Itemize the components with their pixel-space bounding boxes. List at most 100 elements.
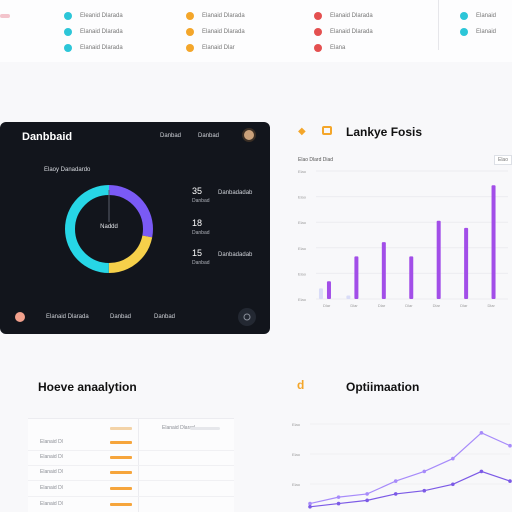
y-tick-label: Elao [292, 452, 301, 457]
bar[interactable] [436, 220, 441, 299]
top-item-label: Elanaid Dlarada [330, 29, 373, 35]
bar[interactable] [464, 227, 469, 299]
stat-caption: Danbad [192, 198, 210, 204]
data-point[interactable] [451, 482, 455, 487]
status-dot [314, 28, 322, 36]
table-header-label: Elanaid Dlarad [162, 425, 195, 431]
y-tick-label: Elao [298, 195, 307, 200]
bar-card-title: Lankye Fosis [346, 125, 423, 139]
top-col-3: Elanaid Dlarada Elanaid Dlarada Elana [314, 8, 373, 56]
top-item[interactable]: Elanaid Dlar [186, 40, 245, 56]
bar[interactable] [409, 256, 414, 299]
status-dot [186, 44, 194, 52]
status-dot [186, 28, 194, 36]
line-chart: Elao Elao Elao [292, 422, 512, 509]
data-point[interactable] [336, 495, 341, 499]
bar[interactable] [491, 185, 496, 299]
stat-value: 18 [192, 218, 203, 228]
top-col-1: Eleanid Dlarada Elanaid Dlarada Elanaid … [64, 8, 123, 56]
x-tick-label: Dlar [323, 303, 331, 308]
x-tick-label: Dlar [350, 303, 358, 308]
column-divider [438, 0, 439, 50]
data-point[interactable] [393, 492, 398, 496]
x-tick-label: Dlar [433, 303, 441, 308]
stat-item: 18 Danbad [192, 218, 210, 236]
bar[interactable] [346, 295, 351, 299]
y-tick-label: Elao [298, 220, 307, 225]
top-item[interactable]: Elanaid [460, 8, 496, 24]
row-bar [110, 487, 132, 490]
bar[interactable] [326, 281, 331, 299]
row-label: Elanaid Dl [40, 501, 63, 507]
y-tick-label: Elao [298, 271, 307, 276]
filter-button[interactable]: Elao [494, 155, 512, 165]
bar[interactable] [354, 256, 359, 299]
top-item-label: Elanaid Dlarada [330, 13, 373, 19]
dashboard-card: Danbbaid Danbad Danbad Elaoy Danadardo N… [0, 122, 270, 334]
header-bar [110, 427, 132, 430]
data-point[interactable] [308, 504, 312, 509]
data-point[interactable] [308, 501, 312, 506]
footer-link[interactable]: Danbad [154, 314, 176, 320]
data-point[interactable] [393, 479, 398, 483]
data-point[interactable] [422, 469, 427, 474]
x-tick-label: Dlar [488, 303, 496, 308]
row-bar [110, 441, 132, 444]
data-point[interactable] [451, 456, 455, 461]
donut-chart [65, 185, 153, 273]
row-label: Elanaid Dl [40, 485, 63, 491]
bar-card-subtitle: Elao Dlard Diad [298, 157, 334, 163]
top-item-label: Elanaid Dlarada [80, 45, 123, 51]
status-dot [64, 44, 72, 52]
top-col-4: Elanaid Elanaid [460, 8, 496, 40]
dashboard-subtitle: Elaoy Danadardo [44, 167, 91, 173]
series-line [309, 432, 511, 505]
bar[interactable] [318, 288, 323, 299]
stat-caption: Danbad [192, 230, 210, 236]
status-dot [314, 44, 322, 52]
status-dot [64, 28, 72, 36]
top-item[interactable]: Elanaid Dlarada [314, 24, 373, 40]
top-item[interactable]: Eleanid Dlarada [64, 8, 123, 24]
nav-link[interactable]: Danbad [160, 133, 182, 139]
pink-indicator [0, 14, 10, 18]
row-bar [110, 503, 132, 506]
row-divider [28, 465, 234, 466]
series-line [309, 470, 511, 508]
donut-center-label: Naddd [100, 224, 118, 230]
data-point[interactable] [422, 488, 427, 493]
top-item[interactable]: Elanaid Dlarada [64, 24, 123, 40]
stat-side-label: Danbadadab [218, 252, 253, 258]
data-point[interactable] [365, 492, 369, 496]
data-point[interactable] [508, 479, 512, 483]
analytics-title: Hoeve anaalytion [38, 380, 137, 394]
footer-badge-icon [15, 312, 25, 322]
top-item[interactable]: Elanaid [460, 24, 496, 40]
stat-caption: Danbad [192, 260, 210, 266]
donut-segment[interactable] [65, 185, 153, 273]
footer-link[interactable]: Elanaid Dlarada [46, 314, 89, 320]
data-point[interactable] [365, 498, 369, 503]
nav-link[interactable]: Danbad [198, 133, 220, 139]
avatar[interactable] [242, 128, 256, 142]
y-tick-label: Elao [292, 422, 301, 427]
data-point[interactable] [479, 431, 484, 435]
footer-link[interactable]: Danbad [110, 314, 132, 320]
optimization-icon: d [297, 378, 305, 392]
data-point[interactable] [479, 469, 484, 474]
bar-chart: Elao Elao Elao Elao Elao Elao Dlar Dlar Dlar Dlar… [298, 169, 508, 308]
top-item[interactable]: Elanaid Dlarada [64, 40, 123, 56]
settings-icon[interactable] [238, 308, 256, 326]
top-item[interactable]: Elanaid Dlarada [186, 8, 245, 24]
top-item-label: Elanaid Dlarada [202, 29, 245, 35]
y-tick-label: Elao [292, 482, 301, 487]
y-tick-label: Elao [298, 246, 307, 251]
data-point[interactable] [508, 443, 512, 448]
stat-side-label: Danbadadab [218, 190, 253, 196]
top-item[interactable]: Elana [314, 40, 373, 56]
top-item[interactable]: Elanaid Dlarada [314, 8, 373, 24]
status-dot [460, 28, 468, 36]
top-item[interactable]: Elanaid Dlarada [186, 24, 245, 40]
bar[interactable] [381, 242, 386, 299]
data-point[interactable] [336, 501, 341, 506]
